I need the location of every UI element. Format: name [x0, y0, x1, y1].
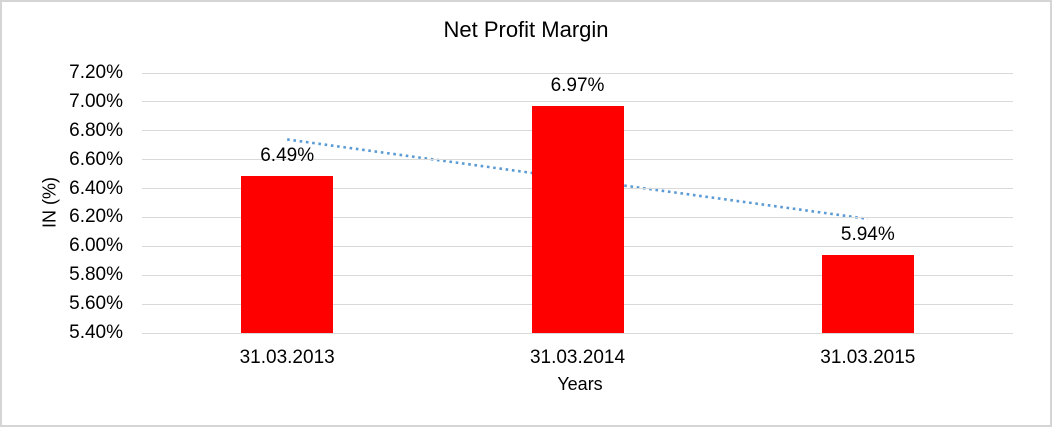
gridline [142, 332, 1013, 334]
x-category-label: 31.03.2013 [239, 347, 335, 368]
y-tick-label: 6.20% [69, 206, 123, 228]
bar-data-label: 5.94% [840, 224, 895, 245]
x-category-label: 31.03.2015 [820, 347, 916, 368]
y-tick-label: 7.00% [69, 90, 123, 112]
bar-data-label: 6.49% [260, 144, 315, 166]
y-tick-label: 5.40% [69, 322, 123, 343]
y-tick-label: 5.60% [69, 293, 123, 315]
gridline [142, 101, 1013, 103]
bar [531, 106, 624, 333]
y-tick-label: 6.00% [69, 235, 123, 257]
y-tick-label: 6.80% [69, 119, 123, 141]
bar-data-label: 6.97% [550, 75, 605, 97]
x-axis-title: Years [557, 374, 603, 394]
x-category-label: 31.03.2014 [529, 347, 626, 368]
chart-title: Net Profit Margin [443, 17, 609, 42]
gridline [142, 72, 1013, 74]
y-tick-label: 5.80% [69, 264, 123, 286]
y-tick-label: 6.60% [69, 148, 123, 170]
bar [821, 255, 914, 333]
y-tick-label: 6.40% [69, 177, 123, 199]
bar [241, 175, 334, 333]
y-tick-label: 7.20% [69, 62, 123, 83]
